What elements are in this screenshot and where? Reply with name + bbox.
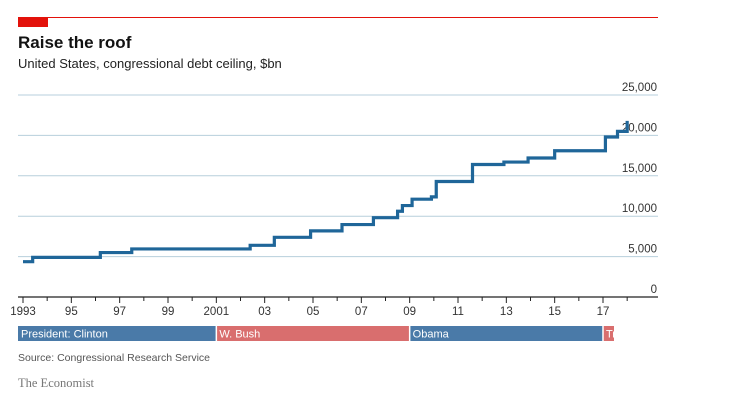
x-tick-label: 97 xyxy=(113,306,126,318)
x-tick-label: 95 xyxy=(65,306,78,318)
x-tick-label: 99 xyxy=(162,306,175,318)
president-bar: President: Clinton W. Bush Obama Trump xyxy=(18,326,637,341)
x-tick-label: 13 xyxy=(500,306,513,318)
president-segment xyxy=(409,326,603,341)
president-label: Obama xyxy=(413,329,450,341)
x-tick-label: 15 xyxy=(548,306,561,318)
president-segment xyxy=(18,326,217,341)
y-tick-label: 25,000 xyxy=(622,82,657,94)
top-rule xyxy=(18,17,658,18)
y-tick-label: 20,000 xyxy=(622,122,657,134)
x-tick-label: 09 xyxy=(403,306,416,318)
x-tick-label: 11 xyxy=(452,306,464,318)
y-tick-label: 10,000 xyxy=(622,203,657,215)
x-tick-label: 07 xyxy=(355,306,368,318)
x-tick-label: 2001 xyxy=(204,306,230,318)
president-segment xyxy=(603,326,614,341)
debt-ceiling-line xyxy=(23,120,629,264)
x-tick-label: 05 xyxy=(307,306,320,318)
series-layer xyxy=(23,120,629,264)
y-tick-label: 15,000 xyxy=(622,163,657,175)
x-tick-label: 1993 xyxy=(10,306,36,318)
chart-subtitle: United States, congressional debt ceilin… xyxy=(18,56,282,71)
y-tick-label: 5,000 xyxy=(628,244,657,256)
brand-wordmark: The Economist xyxy=(18,376,95,390)
president-label: President: Clinton xyxy=(21,329,108,341)
x-axis: 1993 95 97 99 2001 03 05 07 09 11 13 15 17 xyxy=(10,296,658,318)
president-segment xyxy=(216,326,410,341)
brand-tag xyxy=(18,17,48,27)
president-label: W. Bush xyxy=(219,329,260,341)
chart-title: Raise the roof xyxy=(18,33,132,52)
president-label: Trump xyxy=(606,329,637,341)
grid-lines xyxy=(18,94,658,258)
y-tick-label: 0 xyxy=(651,284,657,296)
source-note: Source: Congressional Research Service xyxy=(18,352,211,364)
x-tick-label: 17 xyxy=(597,306,610,318)
x-tick-label: 03 xyxy=(258,306,271,318)
y-axis-labels: 0 5,000 10,000 15,000 20,000 25,000 xyxy=(622,82,657,296)
